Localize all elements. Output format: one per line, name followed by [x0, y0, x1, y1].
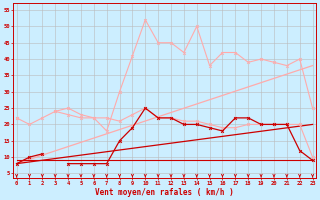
X-axis label: Vent moyen/en rafales ( km/h ): Vent moyen/en rafales ( km/h )	[95, 188, 234, 197]
